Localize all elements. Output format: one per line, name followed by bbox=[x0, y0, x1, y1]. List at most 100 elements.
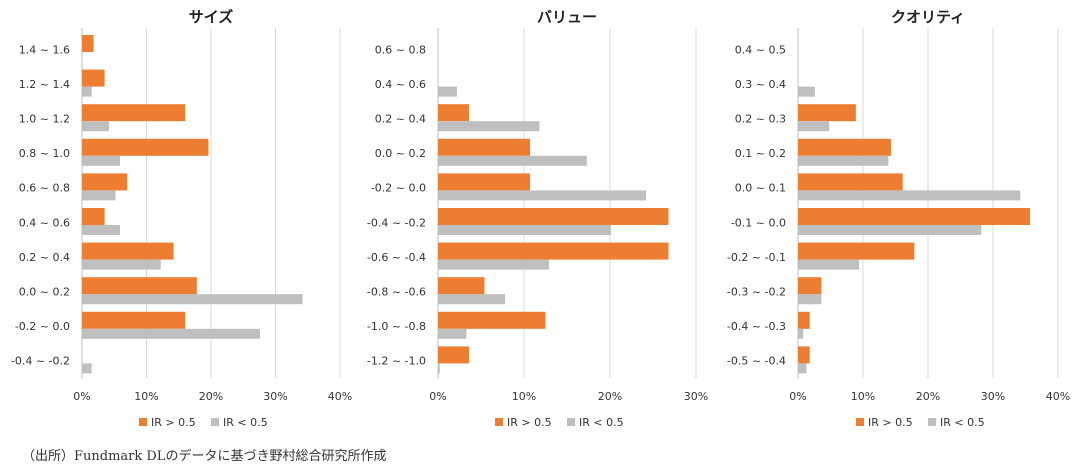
source-note: （出所）Fundmark DLのデータに基づき野村総合研究所作成 bbox=[22, 448, 386, 464]
category-label-value-0: 0.6 ~ 0.8 bbox=[375, 43, 426, 56]
bar-quality-ir-lt-6 bbox=[798, 259, 860, 270]
bar-quality-ir-lt-1 bbox=[798, 86, 815, 97]
category-label-size-6: 0.2 ~ 0.4 bbox=[19, 251, 70, 264]
category-label-quality-7: -0.3 ~ -0.2 bbox=[727, 286, 786, 299]
category-label-value-9: -1.2 ~ -1.0 bbox=[367, 355, 426, 368]
chart-title-size: サイズ bbox=[189, 8, 234, 26]
bar-size-ir-lt-3 bbox=[82, 155, 121, 166]
category-label-value-4: -0.2 ~ 0.0 bbox=[371, 182, 426, 195]
legend-swatch-size-ir-lt bbox=[211, 418, 219, 426]
category-label-size-1: 1.2 ~ 1.4 bbox=[19, 78, 70, 91]
category-label-quality-9: -0.5 ~ -0.4 bbox=[727, 355, 786, 368]
category-label-quality-0: 0.4 ~ 0.5 bbox=[735, 43, 786, 56]
legend-swatch-value-ir-gt bbox=[495, 418, 503, 426]
category-label-value-8: -1.0 ~ -0.8 bbox=[367, 320, 426, 333]
category-label-quality-6: -0.2 ~ -0.1 bbox=[727, 251, 786, 264]
bar-value-ir-lt-6 bbox=[438, 259, 549, 270]
legend-label-quality-ir-lt: IR < 0.5 bbox=[940, 416, 985, 429]
bar-size-ir-lt-5 bbox=[82, 225, 121, 235]
x-tick-label-size-3: 30% bbox=[263, 390, 287, 403]
bar-value-ir-lt-3 bbox=[438, 155, 587, 166]
bar-value-ir-lt-7 bbox=[438, 294, 506, 305]
legend-label-size-ir-gt: IR > 0.5 bbox=[151, 416, 196, 429]
bar-size-ir-lt-1 bbox=[82, 86, 92, 97]
category-label-value-1: 0.4 ~ 0.6 bbox=[375, 78, 426, 91]
category-label-value-7: -0.8 ~ -0.6 bbox=[367, 286, 426, 299]
bar-size-ir-gt-1 bbox=[82, 69, 105, 87]
category-label-quality-8: -0.4 ~ -0.3 bbox=[727, 320, 786, 333]
bar-value-ir-gt-7 bbox=[438, 277, 485, 295]
category-label-size-3: 0.8 ~ 1.0 bbox=[19, 147, 70, 160]
legend-swatch-size-ir-gt bbox=[139, 418, 147, 426]
bar-quality-ir-gt-6 bbox=[798, 242, 915, 260]
category-label-quality-2: 0.2 ~ 0.3 bbox=[735, 113, 786, 126]
legend-swatch-quality-ir-gt bbox=[856, 418, 864, 426]
bar-size-ir-gt-7 bbox=[82, 277, 197, 295]
category-label-size-8: -0.2 ~ 0.0 bbox=[15, 320, 70, 333]
x-tick-label-quality-1: 10% bbox=[851, 390, 875, 403]
bar-size-ir-gt-8 bbox=[82, 311, 186, 329]
bar-value-ir-lt-9 bbox=[438, 363, 440, 374]
bar-size-ir-gt-0 bbox=[82, 35, 94, 52]
bar-value-ir-lt-8 bbox=[438, 328, 467, 339]
category-label-quality-4: 0.0 ~ 0.1 bbox=[735, 182, 786, 195]
bar-quality-ir-lt-7 bbox=[798, 294, 822, 305]
category-label-value-6: -0.6 ~ -0.4 bbox=[367, 251, 426, 264]
x-tick-label-size-2: 20% bbox=[199, 390, 223, 403]
bar-quality-ir-lt-5 bbox=[798, 225, 982, 235]
x-tick-label-quality-3: 30% bbox=[981, 390, 1005, 403]
category-label-value-2: 0.2 ~ 0.4 bbox=[375, 113, 426, 126]
bar-size-ir-lt-2 bbox=[82, 121, 110, 132]
category-label-size-4: 0.6 ~ 0.8 bbox=[19, 182, 70, 195]
bar-quality-ir-lt-8 bbox=[798, 328, 804, 339]
bar-value-ir-gt-2 bbox=[438, 104, 469, 122]
bar-size-ir-lt-4 bbox=[82, 190, 116, 201]
legend-label-size-ir-lt: IR < 0.5 bbox=[223, 416, 268, 429]
bar-size-ir-gt-4 bbox=[82, 173, 128, 191]
bar-size-ir-gt-5 bbox=[82, 208, 105, 225]
category-label-size-2: 1.0 ~ 1.2 bbox=[19, 113, 70, 126]
x-tick-label-quality-0: 0% bbox=[789, 390, 806, 403]
legend-label-quality-ir-gt: IR > 0.5 bbox=[868, 416, 913, 429]
chart-title-value: バリュー bbox=[537, 8, 597, 26]
bar-quality-ir-gt-3 bbox=[798, 138, 891, 156]
bar-value-ir-gt-4 bbox=[438, 173, 531, 191]
bar-value-ir-lt-5 bbox=[438, 225, 611, 235]
x-tick-label-value-2: 20% bbox=[598, 390, 622, 403]
chart-title-quality: クオリティ bbox=[891, 8, 965, 26]
bar-quality-ir-gt-4 bbox=[798, 173, 903, 191]
bar-quality-ir-lt-3 bbox=[798, 155, 889, 166]
bar-quality-ir-gt-5 bbox=[798, 208, 1031, 225]
category-label-size-5: 0.4 ~ 0.6 bbox=[19, 216, 70, 229]
x-tick-label-size-0: 0% bbox=[73, 390, 90, 403]
category-label-size-0: 1.4 ~ 1.6 bbox=[19, 43, 70, 56]
bar-quality-ir-gt-8 bbox=[798, 311, 810, 329]
bar-value-ir-gt-5 bbox=[438, 208, 669, 225]
bar-size-ir-lt-8 bbox=[82, 328, 261, 339]
bar-size-ir-lt-7 bbox=[82, 294, 303, 305]
bar-size-ir-gt-3 bbox=[82, 138, 209, 156]
legend-label-value-ir-lt: IR < 0.5 bbox=[579, 416, 624, 429]
bar-quality-ir-lt-4 bbox=[798, 190, 1021, 201]
bar-size-ir-gt-2 bbox=[82, 104, 186, 122]
x-tick-label-value-1: 10% bbox=[512, 390, 536, 403]
category-label-quality-3: 0.1 ~ 0.2 bbox=[735, 147, 786, 160]
bar-quality-ir-gt-7 bbox=[798, 277, 822, 295]
chart-panel-quality: クオリティ 0% 10% 20% 30% 40% 0.4 ~ 0.5 0.3 ~ 0.4 0.2… bbox=[727, 8, 1070, 429]
chart-panel-value: バリュー 0% 10% 20% 30% 0.6 ~ 0.8 0.4 ~ 0.6 0.2 ~ 0… bbox=[367, 8, 708, 429]
x-tick-label-value-0: 0% bbox=[429, 390, 446, 403]
x-tick-label-size-1: 10% bbox=[134, 390, 158, 403]
x-tick-label-quality-4: 40% bbox=[1046, 390, 1070, 403]
bar-quality-ir-gt-9 bbox=[798, 346, 810, 364]
bar-quality-ir-gt-2 bbox=[798, 104, 856, 122]
bar-quality-ir-lt-9 bbox=[798, 363, 807, 374]
bar-value-ir-gt-8 bbox=[438, 311, 546, 329]
bar-quality-ir-lt-2 bbox=[798, 121, 830, 132]
category-label-value-3: 0.0 ~ 0.2 bbox=[375, 147, 426, 160]
bar-value-ir-lt-2 bbox=[438, 121, 540, 132]
bar-size-ir-gt-6 bbox=[82, 242, 174, 260]
legend-label-value-ir-gt: IR > 0.5 bbox=[507, 416, 552, 429]
bar-value-ir-gt-6 bbox=[438, 242, 669, 260]
x-tick-label-value-3: 30% bbox=[684, 390, 708, 403]
